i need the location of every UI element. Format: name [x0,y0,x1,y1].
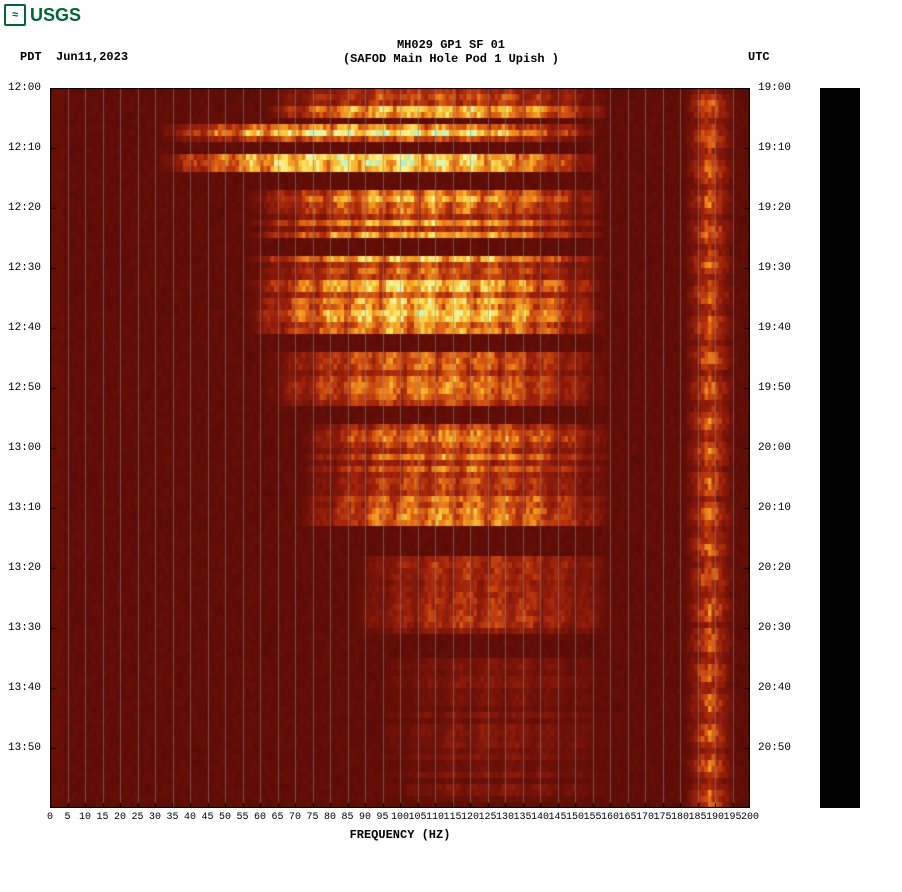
x-tick: 10 [79,812,91,823]
right-tick: 20:10 [758,502,791,514]
left-tick: 12:50 [8,382,41,394]
usgs-logo-text: USGS [30,5,81,26]
x-tick: 160 [601,812,619,823]
x-tick: 35 [166,812,178,823]
x-axis-ticks: 0510152025303540455055606570758085909510… [50,812,750,826]
x-tick: 180 [671,812,689,823]
left-tick: 13:30 [8,622,41,634]
x-tick: 70 [289,812,301,823]
right-tick: 19:20 [758,202,791,214]
left-tick: 12:40 [8,322,41,334]
x-tick: 140 [531,812,549,823]
spectrogram-canvas [50,88,750,808]
x-tick: 100 [391,812,409,823]
x-tick: 80 [324,812,336,823]
pdt-label: PDT Jun11,2023 [20,50,128,64]
right-tick: 20:00 [758,442,791,454]
x-tick: 55 [236,812,248,823]
x-tick: 20 [114,812,126,823]
x-tick: 5 [64,812,70,823]
left-tick: 13:00 [8,442,41,454]
right-tick: 20:50 [758,742,791,754]
x-tick: 65 [271,812,283,823]
x-tick: 120 [461,812,479,823]
right-tick: 19:50 [758,382,791,394]
x-tick: 85 [341,812,353,823]
x-tick: 115 [443,812,461,823]
x-tick: 105 [408,812,426,823]
x-tick: 0 [47,812,53,823]
x-tick: 150 [566,812,584,823]
left-tick: 12:00 [8,82,41,94]
right-tick: 20:20 [758,562,791,574]
left-tick: 12:30 [8,262,41,274]
right-tick: 19:00 [758,82,791,94]
x-tick: 125 [478,812,496,823]
x-tick: 135 [513,812,531,823]
left-tick: 13:50 [8,742,41,754]
x-tick: 50 [219,812,231,823]
usgs-logo: ≈ USGS [4,4,81,26]
x-tick: 195 [723,812,741,823]
x-tick: 95 [376,812,388,823]
x-tick: 90 [359,812,371,823]
left-tick: 13:40 [8,682,41,694]
right-tick: 20:40 [758,682,791,694]
x-tick: 60 [254,812,266,823]
x-tick: 185 [688,812,706,823]
x-tick: 145 [548,812,566,823]
right-tick: 20:30 [758,622,791,634]
x-tick: 200 [741,812,759,823]
x-tick: 25 [131,812,143,823]
x-tick: 170 [636,812,654,823]
usgs-logo-mark: ≈ [4,4,26,26]
x-tick: 165 [618,812,636,823]
x-tick: 40 [184,812,196,823]
spectrogram-plot [50,88,750,808]
y-axis-right-ticks: 19:0019:1019:2019:3019:4019:5020:0020:10… [758,88,808,808]
right-tick: 19:40 [758,322,791,334]
x-tick: 175 [653,812,671,823]
x-tick: 75 [306,812,318,823]
x-axis-label: FREQUENCY (HZ) [50,828,750,842]
right-tick: 19:30 [758,262,791,274]
x-tick: 130 [496,812,514,823]
utc-label: UTC [748,50,770,64]
left-tick: 12:10 [8,142,41,154]
x-tick: 155 [583,812,601,823]
colorbar [820,88,860,808]
left-tick: 13:10 [8,502,41,514]
right-tick: 19:10 [758,142,791,154]
x-tick: 30 [149,812,161,823]
x-tick: 110 [426,812,444,823]
left-tick: 12:20 [8,202,41,214]
left-tick: 13:20 [8,562,41,574]
x-tick: 45 [201,812,213,823]
y-axis-left-ticks: 12:0012:1012:2012:3012:4012:5013:0013:10… [8,88,48,808]
x-tick: 190 [706,812,724,823]
x-tick: 15 [96,812,108,823]
